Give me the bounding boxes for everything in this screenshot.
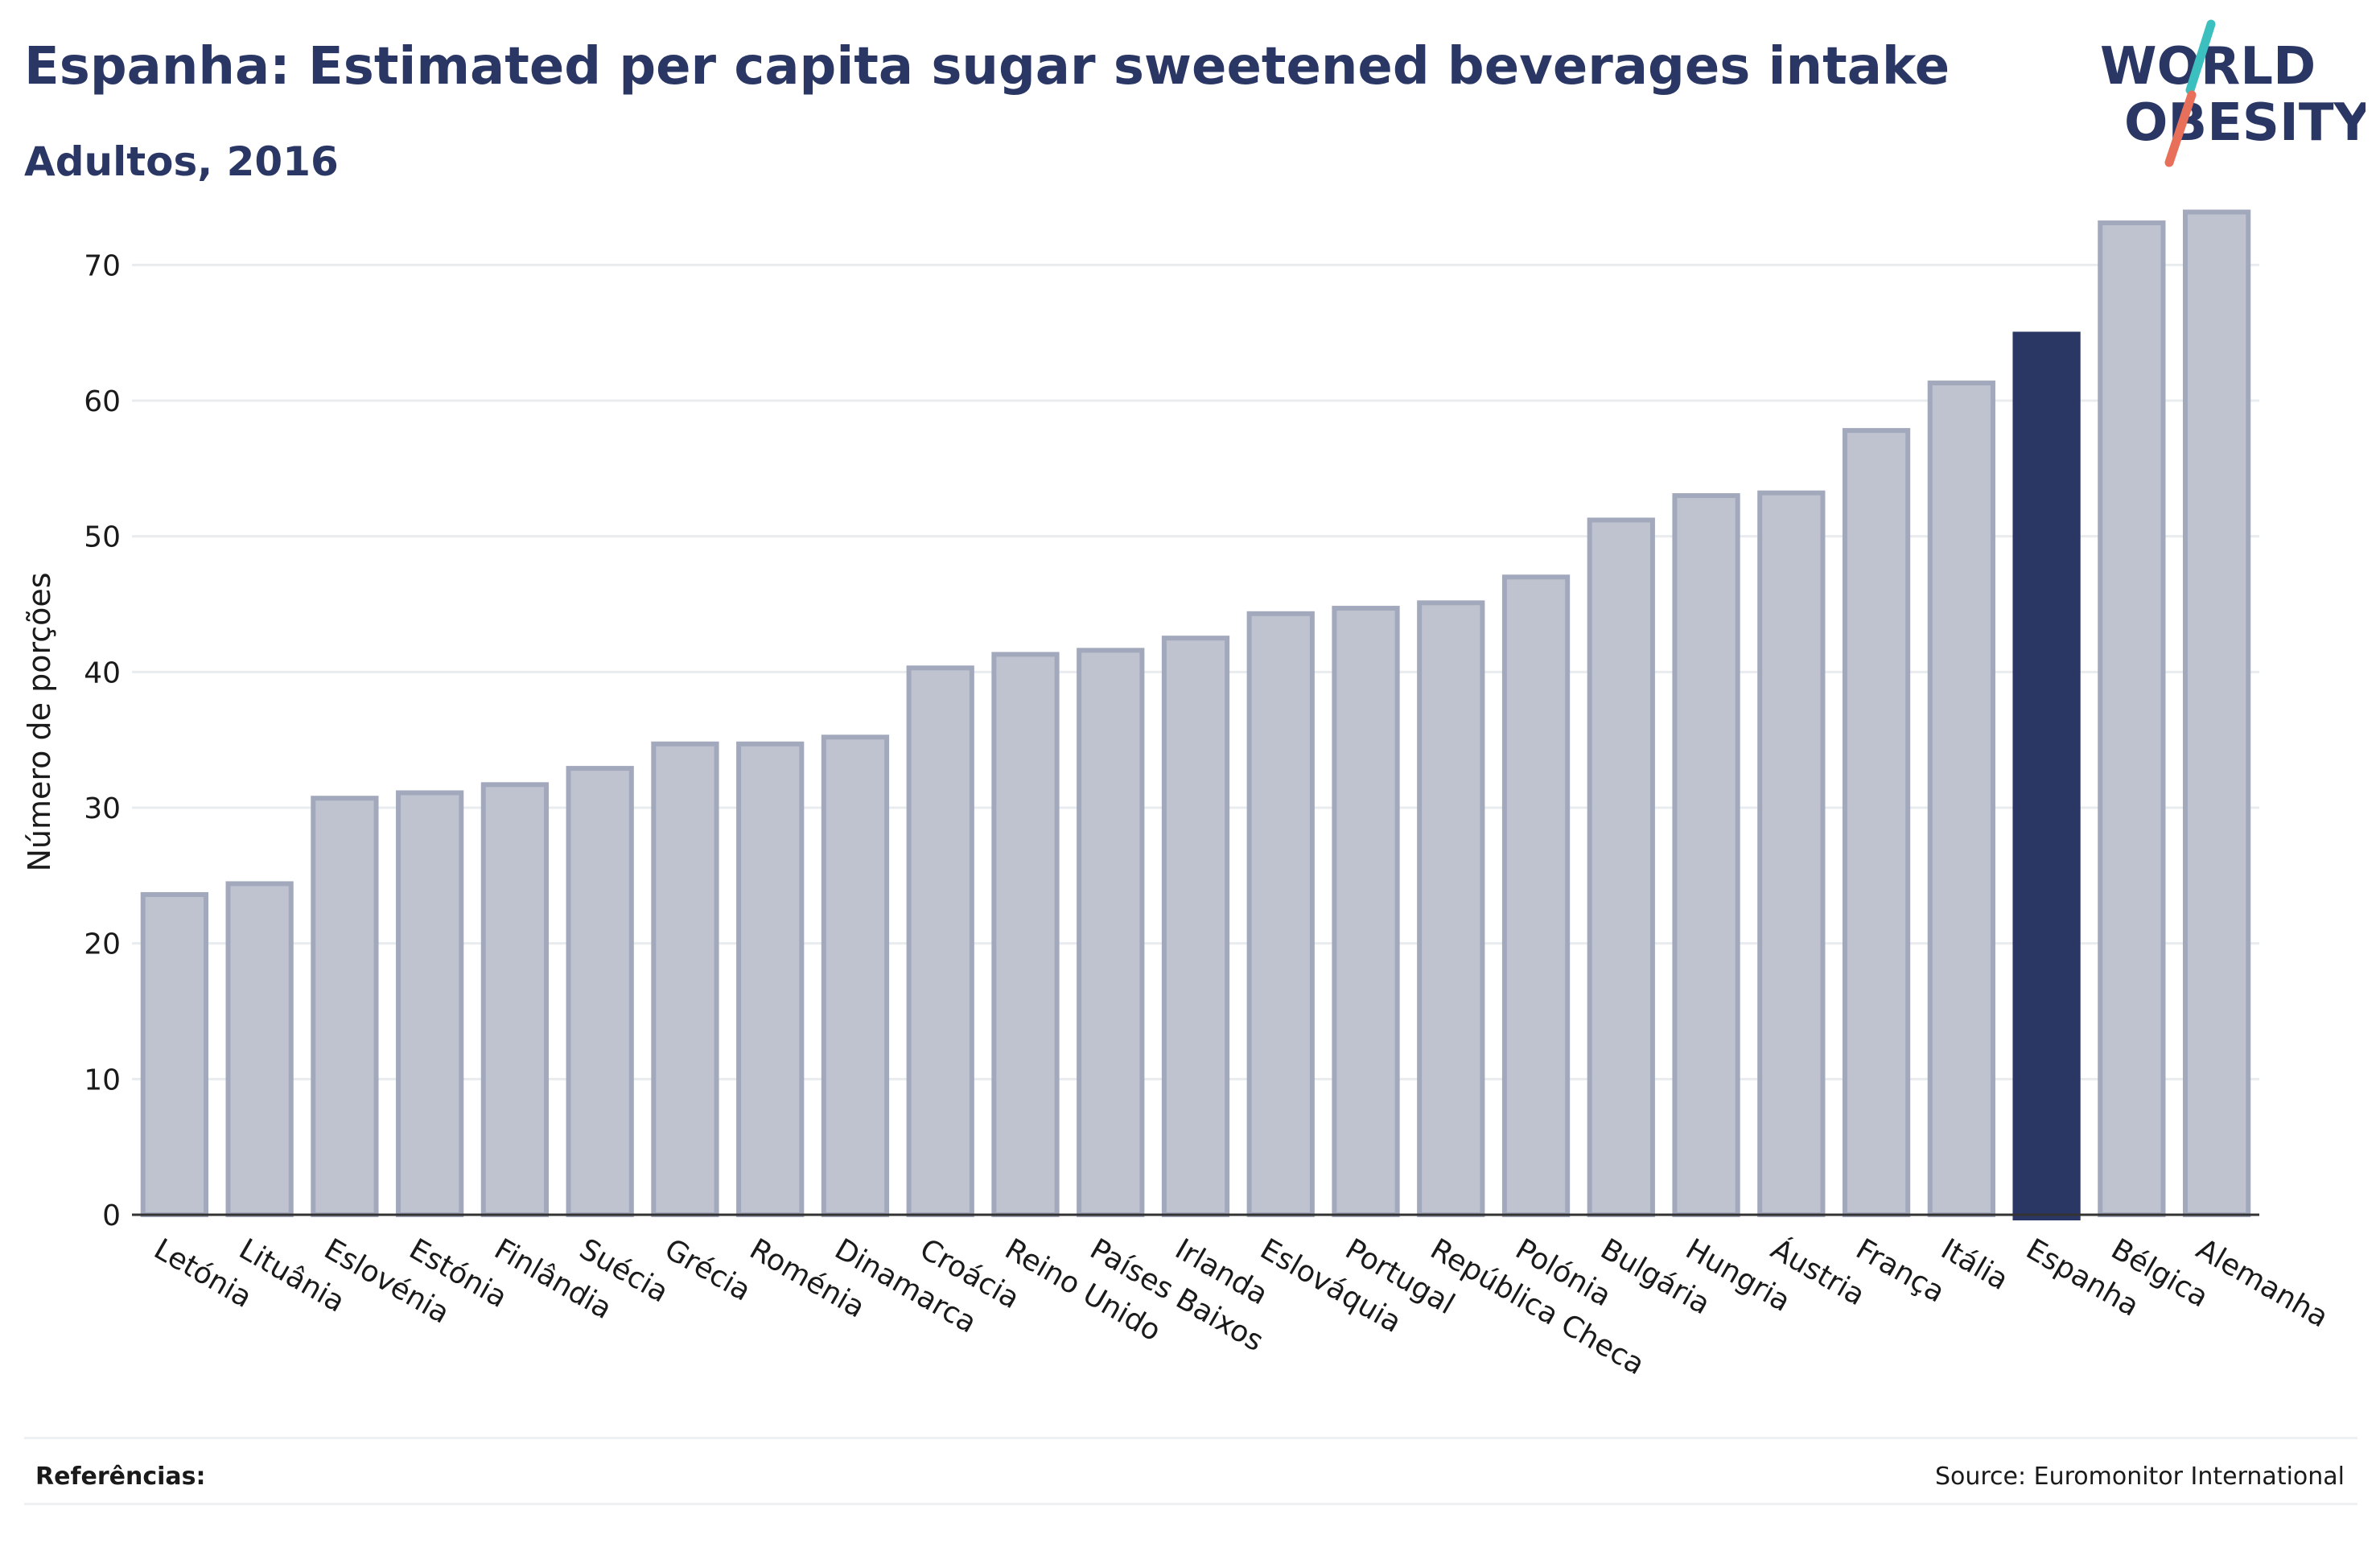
bar-11 bbox=[1077, 648, 1145, 1217]
logo-word-obesity: OBESITY bbox=[2124, 93, 2366, 153]
source-text: Source: Euromonitor International bbox=[1934, 1463, 2345, 1491]
bar-2 bbox=[311, 796, 379, 1217]
bar-23 bbox=[2098, 220, 2166, 1218]
bar-6 bbox=[651, 741, 719, 1217]
bar-7 bbox=[736, 741, 805, 1217]
x-tick-label: Itália bbox=[1935, 1232, 2013, 1297]
y-tick-label: 0 bbox=[102, 1199, 121, 1232]
references-label: Referências: bbox=[35, 1463, 206, 1491]
footer-divider-top bbox=[24, 1437, 2357, 1439]
bar-10 bbox=[991, 652, 1060, 1217]
bar-0 bbox=[140, 891, 209, 1217]
chart-title: Espanha: Estimated per capita sugar swee… bbox=[24, 37, 1950, 97]
y-tick-label: 30 bbox=[84, 792, 121, 825]
bar-24 bbox=[2182, 209, 2251, 1217]
bar-5 bbox=[566, 766, 634, 1217]
bar-20 bbox=[1842, 428, 1911, 1217]
logo-slash-teal-icon bbox=[2185, 19, 2216, 95]
bar-21 bbox=[1927, 381, 1995, 1217]
bar-15 bbox=[1417, 600, 1485, 1217]
logo-slash-coral-icon bbox=[2164, 90, 2197, 167]
bars bbox=[140, 209, 2251, 1220]
x-tick-label: Letónia bbox=[148, 1232, 257, 1315]
bar-14 bbox=[1332, 606, 1400, 1217]
bar-22 bbox=[2012, 331, 2081, 1220]
x-tick-label: Alemanha bbox=[2191, 1232, 2334, 1334]
bar-4 bbox=[480, 782, 550, 1217]
chart-subtitle: Adultos, 2016 bbox=[24, 138, 339, 185]
y-tick-label: 10 bbox=[84, 1064, 121, 1096]
x-tick-label: Grécia bbox=[659, 1232, 756, 1307]
y-tick-label: 20 bbox=[84, 928, 121, 961]
bar-17 bbox=[1587, 517, 1655, 1217]
y-tick-label: 60 bbox=[84, 385, 121, 418]
y-tick-label: 40 bbox=[84, 656, 121, 689]
bar-13 bbox=[1246, 611, 1315, 1217]
y-tick-label: 70 bbox=[84, 249, 121, 282]
bar-chart: 0 10 20 30 40 50 60 70 LetóniaLituâniaEslovénia… bbox=[22, 209, 2333, 1381]
x-axis-ticks: LetóniaLituâniaEslovéniaEstóniaFinlândia… bbox=[148, 1232, 2333, 1381]
bar-1 bbox=[225, 881, 294, 1218]
y-axis-ticks: 0 10 20 30 40 50 60 70 bbox=[84, 249, 121, 1232]
y-axis-label: Número de porções bbox=[22, 572, 57, 871]
bar-18 bbox=[1672, 493, 1740, 1217]
footer-divider-bottom bbox=[24, 1503, 2357, 1505]
x-tick-label: França bbox=[1851, 1232, 1950, 1309]
bar-12 bbox=[1161, 636, 1230, 1217]
bar-3 bbox=[396, 790, 464, 1217]
bar-8 bbox=[821, 734, 890, 1217]
world-obesity-logo: WORLD OBESITY bbox=[2100, 19, 2366, 167]
y-tick-label: 50 bbox=[84, 521, 121, 554]
bar-16 bbox=[1501, 574, 1571, 1217]
bar-9 bbox=[906, 665, 974, 1217]
bar-19 bbox=[1757, 490, 1826, 1217]
